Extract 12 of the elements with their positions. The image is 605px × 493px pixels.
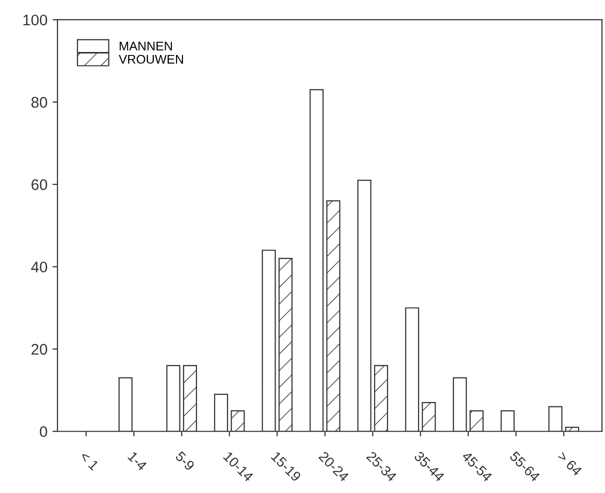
legend-label: VROUWEN [118,54,183,64]
x-tick-label: 1-4 [128,451,148,472]
y-tick-label: 80 [31,96,48,108]
legend-label: MANNEN [120,42,172,50]
y-tick-label: 0 [40,426,48,438]
x-tick-label: > 64 [557,450,583,476]
y-tick-label: 20 [32,344,48,355]
y-tick-label: 100 [23,14,48,26]
x-tick-label: 5-9 [174,450,196,472]
y-tick-label: 60 [32,179,48,190]
x-tick-label: < 1 [80,450,100,471]
y-tick-label: 40 [31,262,48,272]
